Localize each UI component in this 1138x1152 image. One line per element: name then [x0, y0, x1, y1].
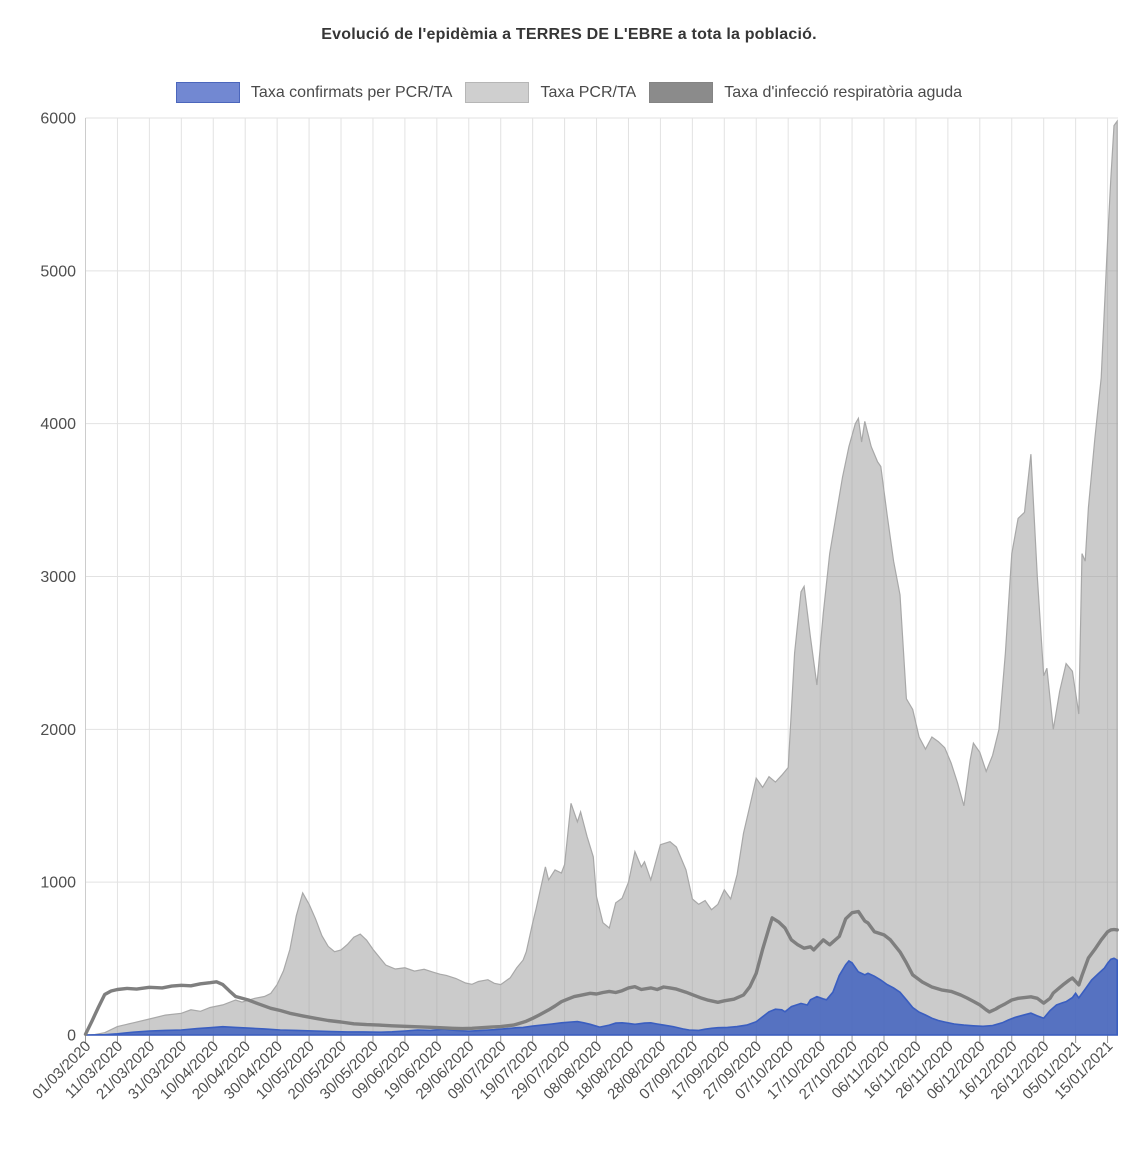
y-tick-label-4000: 4000	[40, 416, 76, 433]
y-tick-label-1000: 1000	[40, 875, 76, 892]
chart-legend: Taxa confirmats per PCR/TA Taxa PCR/TA Tax…	[0, 82, 1138, 103]
chart-title: Evolució de l'epidèmia a TERRES DE L'EBR…	[321, 26, 817, 43]
legend-item-1[interactable]: Taxa PCR/TA	[465, 82, 636, 103]
legend-item-0[interactable]: Taxa confirmats per PCR/TA	[175, 82, 453, 103]
legend-swatch-0	[175, 82, 240, 103]
y-tick-label-0: 0	[67, 1028, 76, 1045]
line-taxa-infeccio-respiratoria-aguda	[83, 909, 1119, 1036]
area-taxa-pcr-ta	[85, 119, 1118, 1036]
legend-label-2: Taxa d'infecció respiratòria aguda	[724, 83, 963, 101]
y-tick-label-2000: 2000	[40, 722, 76, 739]
y-tick-label-3000: 3000	[40, 569, 76, 586]
legend-label-0: Taxa confirmats per PCR/TA	[250, 83, 453, 101]
y-tick-label-6000: 6000	[40, 111, 76, 128]
legend-item-2[interactable]: Taxa d'infecció respiratòria aguda	[649, 82, 962, 103]
legend-label-1: Taxa PCR/TA	[540, 83, 637, 101]
legend-swatch-1	[465, 82, 530, 103]
y-tick-label-5000: 5000	[40, 263, 76, 280]
legend-swatch-2	[649, 82, 714, 103]
area-taxa-confirmats-pcr-ta	[85, 957, 1118, 1036]
